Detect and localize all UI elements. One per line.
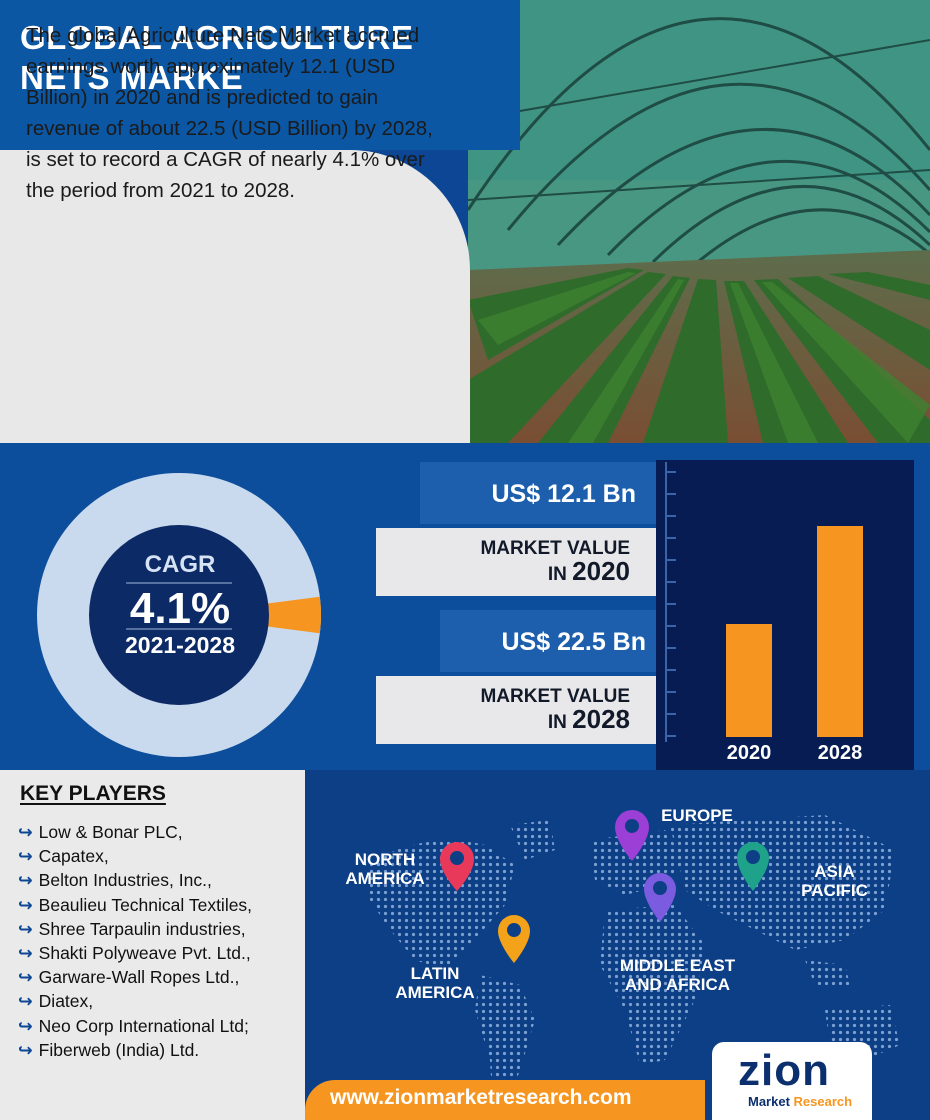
arrow-right-icon: ↪: [18, 846, 33, 867]
key-player-item: ↪ Capatex,: [18, 846, 109, 867]
metric-in: IN: [547, 564, 567, 585]
arrow-right-icon: ↪: [18, 918, 33, 939]
region-europe: EUROPE: [661, 806, 733, 825]
key-player-item: ↪ Diatex,: [18, 991, 94, 1012]
arrow-right-icon: ↪: [18, 894, 33, 915]
map-pin-icon: [498, 915, 530, 963]
key-player-item: ↪ Shree Tarpaulin industries,: [18, 918, 246, 939]
metric-in: IN: [547, 712, 567, 733]
key-player-item: ↪ Beaulieu Technical Textiles,: [18, 894, 253, 915]
metric-value: US$ 12.1 Bn: [491, 480, 636, 508]
bar-chart-panel: [656, 460, 914, 770]
page-title: GLOBAL AGRICULTURE NETS MARKE: [20, 19, 414, 96]
metric-label-box: MARKET VALUE IN 2028: [376, 676, 656, 744]
arrow-right-icon: ↪: [18, 942, 33, 963]
arrow-right-icon: ↪: [18, 1015, 33, 1036]
metric-value-box: US$ 22.5 Bn: [440, 610, 656, 672]
greenhouse-photo: [468, 0, 930, 443]
footer-bar: [305, 1080, 705, 1120]
arrow-right-icon: ↪: [18, 967, 33, 988]
website-link[interactable]: www.zionmarketresearch.com: [330, 1086, 632, 1109]
region-latin-america: LATIN AMERICA: [395, 964, 475, 1002]
logo-subtitle: Market Research: [748, 1094, 852, 1109]
map-pin-icon: [644, 873, 676, 922]
metric-label-box: MARKET VALUE IN 2020: [376, 528, 656, 596]
arrow-right-icon: ↪: [18, 991, 33, 1012]
key-player-item: ↪ Fiberweb (India) Ltd.: [18, 1039, 200, 1060]
bar-label: 2020: [726, 742, 772, 764]
zion-logo: [712, 1042, 872, 1120]
key-players-title: KEY PLAYERS: [20, 782, 166, 805]
key-players-list: ↪ Low & Bonar PLC, ↪ Capatex, ↪ Belton Indust…: [18, 820, 318, 1062]
metric-year: 2028: [572, 704, 630, 734]
key-player-item: ↪ Low & Bonar PLC,: [18, 822, 183, 842]
cagr-value: 4.1%: [129, 584, 231, 633]
logo-sub-research: Research: [793, 1094, 853, 1109]
chart-axis: [662, 462, 682, 742]
header-arrow: [420, 0, 510, 150]
cagr-donut: [34, 470, 324, 760]
cagr-period: 2021-2028: [125, 632, 235, 658]
metric-label: MARKET VALUE: [480, 686, 630, 707]
metric-year: 2020: [572, 556, 630, 586]
logo-sub-market: Market: [748, 1094, 790, 1109]
key-player-item: ↪ Neo Corp International Ltd;: [18, 1015, 249, 1036]
arrow-right-icon: ↪: [18, 870, 33, 891]
map-pin-icon: [615, 810, 649, 861]
key-player-item: ↪ Shakti Polyweave Pvt. Ltd.,: [18, 942, 251, 963]
arrow-right-icon: ↪: [18, 1039, 33, 1060]
logo-wordmark: zion: [738, 1046, 830, 1095]
region-north-america: NORTH AMERICA: [345, 850, 425, 888]
key-player-item: ↪ Garware-Wall Ropes Ltd.,: [18, 967, 240, 988]
intro-panel: [0, 150, 470, 443]
bar-2028: [817, 525, 863, 737]
region-mea: MIDDLE EAST AND AFRICA: [619, 956, 736, 994]
region-asia-pacific: ASIA PACIFIC: [801, 862, 868, 900]
bar-label: 2028: [817, 742, 863, 764]
metric-label: MARKET VALUE: [480, 538, 630, 559]
cagr-label: CAGR: [144, 551, 216, 578]
metric-value-box: US$ 12.1 Bn: [420, 462, 656, 524]
arrow-right-icon: ↪: [18, 822, 33, 842]
key-players-panel: [0, 770, 305, 1120]
bar-2020: [726, 623, 772, 737]
map-pin-icon: [440, 842, 474, 891]
intro-text: The global Agriculture Nets Market accru…: [26, 24, 433, 202]
key-player-item: ↪ Belton Industries, Inc.,: [18, 870, 212, 891]
metric-value: US$ 22.5 Bn: [501, 628, 646, 656]
map-pin-icon: [737, 842, 769, 891]
